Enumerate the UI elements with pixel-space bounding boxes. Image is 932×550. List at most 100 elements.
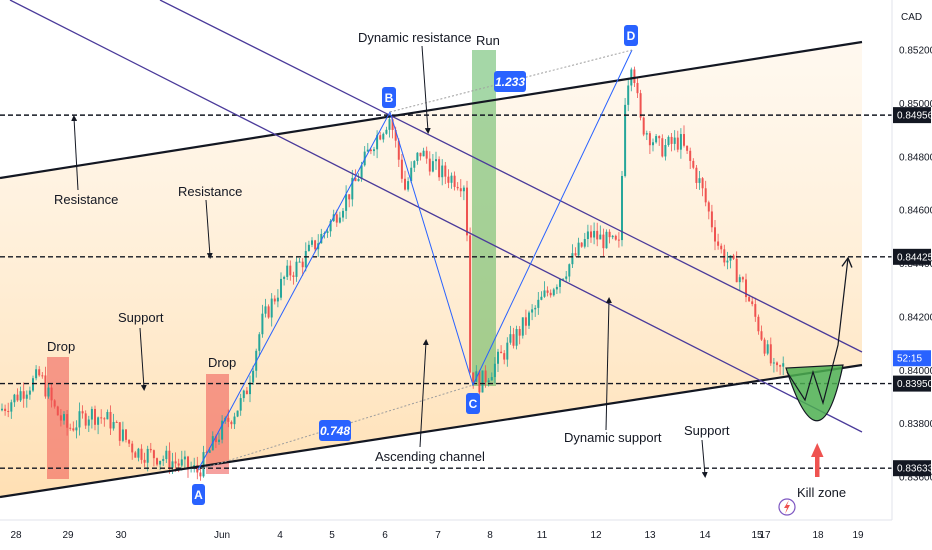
candle-body (41, 375, 44, 377)
candle-body (543, 290, 546, 297)
label-dynamic-resistance: Dynamic resistance (358, 30, 471, 45)
time-tick-label: 7 (435, 530, 441, 541)
candle-body (583, 239, 586, 247)
candle-body (16, 394, 19, 401)
candle-body (199, 472, 202, 477)
candle-body (776, 362, 778, 366)
candle-body (698, 178, 701, 183)
candle-body (366, 149, 369, 152)
candle-body (621, 176, 623, 241)
candle-body (419, 152, 422, 157)
candle-body (701, 178, 704, 189)
point-badge-d: D (624, 25, 638, 46)
candle-body (394, 130, 397, 141)
candle-body (171, 461, 174, 468)
candle-body (128, 439, 131, 444)
candle-body (376, 135, 379, 150)
svg-text:B: B (385, 91, 394, 105)
candle-body (143, 459, 146, 463)
candle-body (28, 390, 31, 395)
candle-body (528, 312, 530, 326)
candle-body (159, 460, 162, 465)
label-drop-1: Drop (47, 339, 75, 354)
candle-body (500, 351, 503, 354)
svg-text:0.748: 0.748 (320, 424, 350, 438)
candle-body (431, 161, 434, 172)
candle-body (140, 448, 143, 460)
candle-body (459, 188, 462, 192)
svg-text:D: D (627, 29, 636, 43)
candle-body (239, 398, 242, 411)
candle-body (710, 211, 713, 228)
candle-body (769, 344, 772, 364)
candle-body (720, 245, 723, 250)
candle-body (475, 371, 478, 382)
candle-body (645, 133, 648, 135)
candle-body (484, 370, 487, 383)
candle-body (397, 140, 400, 160)
candle-body (286, 265, 289, 277)
candle-body (94, 408, 96, 425)
candle-body (221, 420, 224, 440)
candle-body (32, 378, 34, 391)
price-tag-bg (893, 350, 931, 367)
candle-body (652, 142, 654, 146)
candle-body (732, 255, 735, 259)
candle-body (301, 261, 304, 268)
candle-body (187, 456, 189, 469)
candle-body (549, 292, 552, 296)
candle-body (7, 410, 10, 412)
candle-body (38, 369, 41, 376)
svg-text:A: A (194, 488, 203, 502)
candle-body (115, 421, 118, 423)
candle-body (661, 138, 664, 157)
time-axis[interactable] (0, 520, 892, 550)
candle-body (292, 275, 295, 277)
label-ascending-channel: Ascending channel (375, 449, 485, 464)
candle-body (552, 289, 555, 296)
candle-body (614, 235, 617, 240)
candle-body (230, 421, 233, 425)
price-tag-label: 0.83950 (897, 379, 932, 390)
candle-body (639, 93, 642, 118)
candle-body (156, 458, 158, 465)
candle-body (335, 214, 338, 223)
candle-body (407, 181, 410, 190)
candle-body (453, 175, 456, 187)
currency-label: CAD (901, 12, 922, 23)
candle-body (658, 136, 661, 139)
candle-body (546, 290, 549, 293)
candle-body (214, 436, 217, 443)
candle-body (342, 210, 344, 218)
svg-text:1.233: 1.233 (495, 75, 525, 89)
candle-body (506, 342, 509, 360)
candle-body (782, 363, 785, 367)
candle-body (664, 144, 667, 157)
label-drop-2: Drop (208, 355, 236, 370)
candle-body (66, 414, 69, 428)
candle-body (202, 452, 205, 477)
candle-body (245, 390, 248, 395)
candle-body (571, 253, 574, 265)
candle-body (348, 194, 351, 200)
candle-body (555, 286, 558, 290)
candle-body (531, 309, 534, 313)
candle-body (106, 411, 109, 420)
candle-body (481, 370, 484, 393)
candle-body (227, 417, 230, 422)
price-tag-label: 0.84956 (897, 111, 932, 122)
price-tick-label: 0.84000 (899, 366, 932, 377)
candle-body (714, 227, 716, 242)
candle-body (267, 306, 270, 318)
candle-body (19, 391, 22, 401)
candle-body (44, 375, 47, 397)
svg-text:C: C (469, 397, 478, 411)
candle-body (754, 304, 757, 317)
candle-body (757, 316, 760, 332)
candle-body (320, 233, 323, 244)
candle-body (574, 253, 577, 256)
candle-body (233, 416, 236, 425)
time-tick-label: 8 (487, 530, 493, 541)
candle-body (236, 410, 239, 417)
